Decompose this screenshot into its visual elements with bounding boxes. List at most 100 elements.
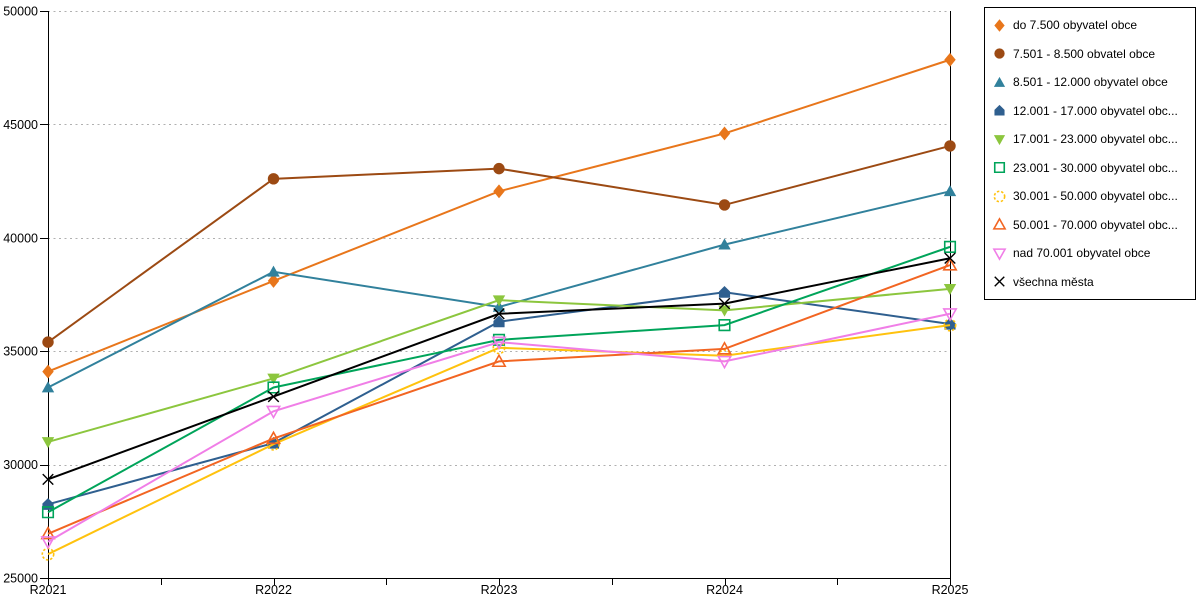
data-point-square-icon [718, 319, 731, 332]
data-point-triangle-up-icon [718, 238, 731, 250]
diamond-marker-icon [994, 18, 1005, 32]
data-point-pentagon-icon [493, 315, 505, 328]
data-point-triangle-up-icon [267, 265, 280, 277]
axes [40, 11, 952, 585]
circle-legend-icon [994, 48, 1005, 59]
data-point-triangle-down-icon [716, 355, 733, 370]
data-point-x-icon [718, 297, 731, 310]
legend-item-label: 17.001 - 23.000 obyvatel obc... [1013, 132, 1178, 147]
legend-item-label: 23.001 - 30.000 obyvatel obc... [1013, 160, 1178, 175]
circle-marker-icon [994, 48, 1005, 59]
data-point-triangle-down-icon [265, 405, 282, 420]
triangle-up-legend-icon [993, 76, 1006, 87]
data-point-triangle-up-icon [491, 353, 507, 368]
legend-item-0: do 7.500 obyvatel obce [992, 18, 1191, 33]
series-5 [41, 240, 957, 519]
data-point-triangle-up-icon [943, 185, 957, 197]
legend: do 7.500 obyvatel obce 7.501 - 8.500 obva… [984, 7, 1196, 300]
legend-item-label: 7.501 - 8.500 obvatel obce [1013, 46, 1156, 61]
legend-item-4: 17.001 - 23.000 obyvatel obc... [992, 132, 1191, 147]
legend-item-7: 50.001 - 70.000 obyvatel obc... [992, 217, 1191, 232]
x-axis-label: R2024 [706, 583, 743, 597]
series-line [47, 324, 951, 556]
series-line [47, 257, 951, 481]
grid-lines [48, 11, 950, 466]
series-9 [42, 252, 956, 486]
legend-item-label: do 7.500 obyvatel obce [1013, 18, 1138, 33]
data-point-diamond-icon [42, 364, 54, 379]
series-line [47, 245, 951, 514]
series-line [47, 312, 951, 543]
x-axis-label: R2023 [481, 583, 518, 597]
triangle-down-legend-icon [993, 134, 1006, 145]
data-point-triangle-up-icon [41, 381, 55, 393]
series-line [47, 190, 951, 389]
series-line [47, 144, 951, 343]
data-point-triangle-down-icon [41, 437, 55, 449]
circle-marker-icon [993, 190, 1006, 203]
data-point-triangle-down-icon [942, 308, 958, 322]
x-axis-label: R2021 [30, 583, 67, 597]
axis-labels: 25000 30000 35000 40000 45000 50000 R2021 R2022… [3, 5, 968, 598]
y-axis-label: 35000 [3, 345, 38, 359]
legend-item-1: 7.501 - 8.500 obvatel obce [992, 46, 1191, 61]
data-point-diamond-icon [718, 126, 731, 141]
data-point-triangle-down-icon [943, 283, 957, 296]
data-point-triangle-up-icon [40, 525, 56, 540]
data-point-circle-icon [718, 199, 731, 211]
pentagon-legend-icon [994, 105, 1005, 116]
data-point-circle-icon [267, 173, 280, 185]
legend-item-label: všechna města [1013, 274, 1094, 289]
data-point-circle-icon [42, 336, 54, 348]
data-point-diamond-icon [944, 52, 956, 67]
data-point-triangle-up-icon [265, 430, 282, 445]
data-point-square-icon [267, 381, 280, 394]
triangle-up-marker-icon [993, 76, 1006, 87]
data-point-triangle-down-icon [40, 536, 56, 550]
legend-item-label: 30.001 - 50.000 obyvatel obc... [1013, 189, 1178, 204]
series-0 [42, 52, 956, 379]
data-point-triangle-up-icon [942, 257, 958, 271]
y-axis-label: 30000 [3, 458, 38, 472]
legend-item-2: 8.501 - 12.000 obyvatel obce [992, 75, 1191, 90]
x-marker-icon [994, 276, 1005, 288]
series-4 [41, 283, 957, 449]
data-point-diamond-icon [267, 273, 280, 288]
x-axis-label: R2022 [255, 583, 292, 597]
y-axis-label: 25000 [3, 572, 38, 586]
data-point-diamond-icon [493, 184, 505, 199]
triangle-down-marker-icon [992, 248, 1007, 261]
legend-item-label: 50.001 - 70.000 obyvatel obc... [1013, 217, 1178, 232]
legend-item-3: 12.001 - 17.000 obyvatel obc... [992, 103, 1191, 118]
series-8 [40, 308, 958, 550]
legend-item-label: nad 70.001 obyvatel obce [1013, 246, 1151, 261]
series-2 [41, 185, 957, 393]
data-point-x-icon [42, 473, 54, 486]
data-point-x-icon [267, 390, 280, 403]
legend-item-label: 12.001 - 17.000 obyvatel obc... [1013, 103, 1178, 118]
x-legend-icon [994, 276, 1005, 288]
data-point-triangle-down-icon [492, 295, 506, 307]
legend-item-label: 8.501 - 12.000 obyvatel obce [1013, 75, 1168, 90]
legend-item-8: nad 70.001 obyvatel obce [992, 246, 1191, 261]
data-point-circle-icon [944, 140, 956, 152]
x-axis-label: R2025 [932, 583, 969, 597]
series-7 [40, 257, 958, 540]
data-point-triangle-down-icon [491, 336, 507, 350]
triangle-up-legend-icon [992, 217, 1007, 230]
data-point-circle-icon [493, 162, 505, 175]
y-axis-label: 50000 [3, 5, 38, 19]
triangle-down-legend-icon [992, 248, 1007, 261]
y-axis-label: 45000 [3, 118, 38, 132]
legend-item-9: všechna města [992, 274, 1191, 289]
legend-item-6: 30.001 - 50.000 obyvatel obc... [992, 189, 1191, 204]
data-point-pentagon-icon [718, 286, 731, 298]
series-line [47, 264, 951, 535]
data-point-triangle-down-icon [267, 373, 280, 385]
data-point-x-icon [944, 252, 956, 264]
pentagon-marker-icon [994, 105, 1005, 116]
data-point-x-icon [493, 308, 505, 320]
data-point-triangle-down-icon [718, 305, 731, 317]
